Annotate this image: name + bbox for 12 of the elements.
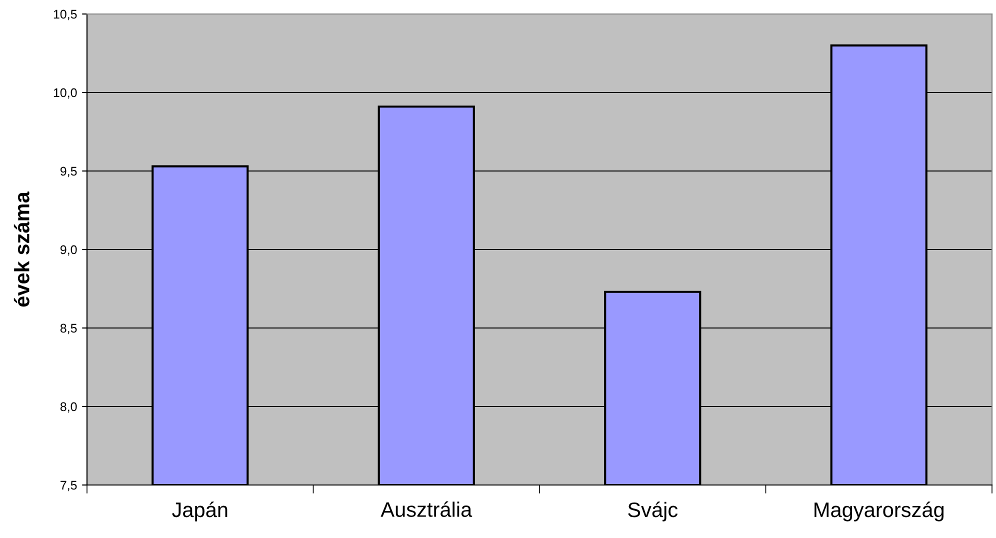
y-tick-label: 9,0 — [60, 245, 77, 256]
x-tick-label: Magyarország — [814, 502, 944, 522]
x-tick-label: Japán — [172, 502, 228, 522]
y-axis-title: évek száma — [14, 191, 30, 307]
x-tick-label: Svájc — [628, 502, 678, 522]
y-tick-label: 10,5 — [54, 10, 77, 20]
x-tick-label: Ausztrália — [380, 501, 472, 517]
y-tick-label: 9,5 — [60, 166, 77, 178]
y-tick-label: 7,5 — [60, 480, 77, 492]
y-tick-label: 8,0 — [60, 402, 77, 413]
y-tick-label: 8,5 — [60, 324, 77, 334]
y-tick-label: 10,0 — [54, 88, 77, 99]
